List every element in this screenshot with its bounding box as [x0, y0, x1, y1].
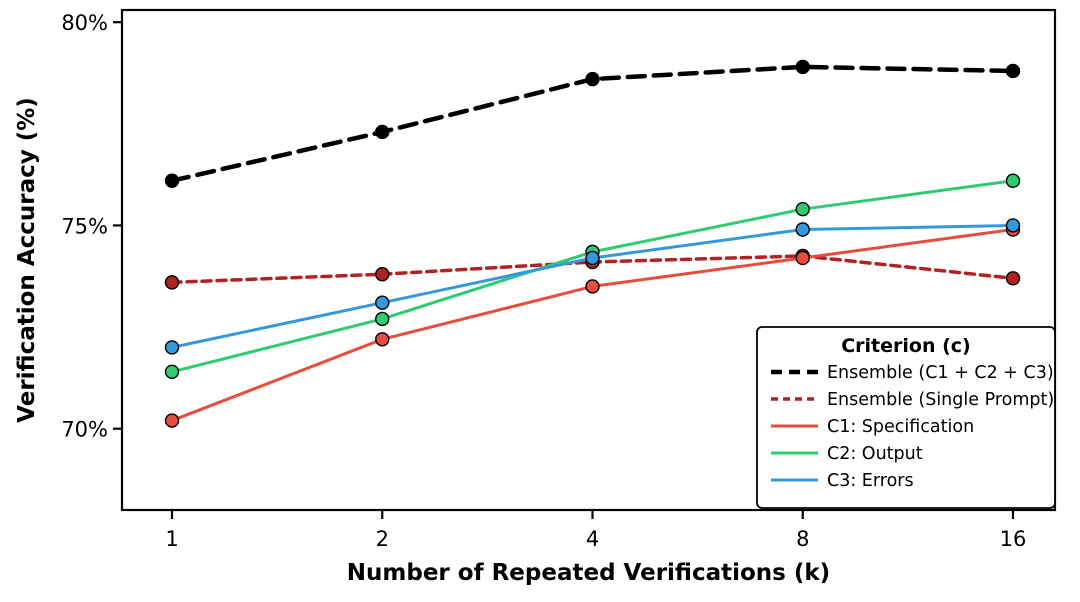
data-point-marker: [375, 124, 390, 140]
legend-item-label: Ensemble (C1 + C2 + C3): [827, 363, 1054, 383]
x-axis-label: Number of Repeated Verifications (k): [346, 560, 831, 586]
data-point-marker: [795, 250, 810, 266]
data-point-marker: [795, 59, 810, 75]
legend-box: [756, 326, 1056, 509]
y-tick-label: 70%: [61, 418, 108, 442]
data-point-marker: [585, 279, 600, 294]
data-point-marker: [1005, 218, 1021, 233]
data-point-marker: [375, 332, 390, 347]
data-point-marker: [585, 250, 600, 266]
data-point-marker: [1005, 63, 1021, 79]
data-point-marker: [795, 201, 810, 217]
x-tick-label: 2: [376, 527, 389, 551]
data-point-marker: [585, 71, 600, 87]
legend-item-label: C1: Specification: [827, 417, 974, 437]
y-axis-label: Verification Accuracy (%): [14, 97, 40, 423]
data-point-marker: [164, 173, 180, 188]
data-point-marker: [1005, 271, 1021, 286]
x-tick-label: 1: [165, 527, 178, 551]
data-point-marker: [795, 222, 810, 237]
x-tick-label: 4: [586, 527, 599, 551]
legend-title: Criterion (c): [841, 335, 971, 357]
x-tick-label: 8: [796, 527, 809, 551]
x-tick-label: 16: [1000, 527, 1027, 551]
data-point-marker: [164, 413, 180, 428]
data-point-marker: [375, 295, 390, 310]
data-point-marker: [164, 340, 180, 355]
y-tick-label: 80%: [61, 11, 108, 35]
data-point-marker: [375, 267, 390, 282]
data-point-marker: [164, 275, 180, 290]
data-point-marker: [164, 364, 180, 379]
legend-item-label: C2: Output: [827, 444, 923, 464]
data-point-marker: [1005, 173, 1021, 188]
data-point-marker: [375, 311, 390, 327]
legend-item-label: Ensemble (Single Prompt): [827, 390, 1054, 410]
legend-item-label: C3: Errors: [827, 471, 914, 491]
y-tick-label: 75%: [61, 214, 108, 238]
